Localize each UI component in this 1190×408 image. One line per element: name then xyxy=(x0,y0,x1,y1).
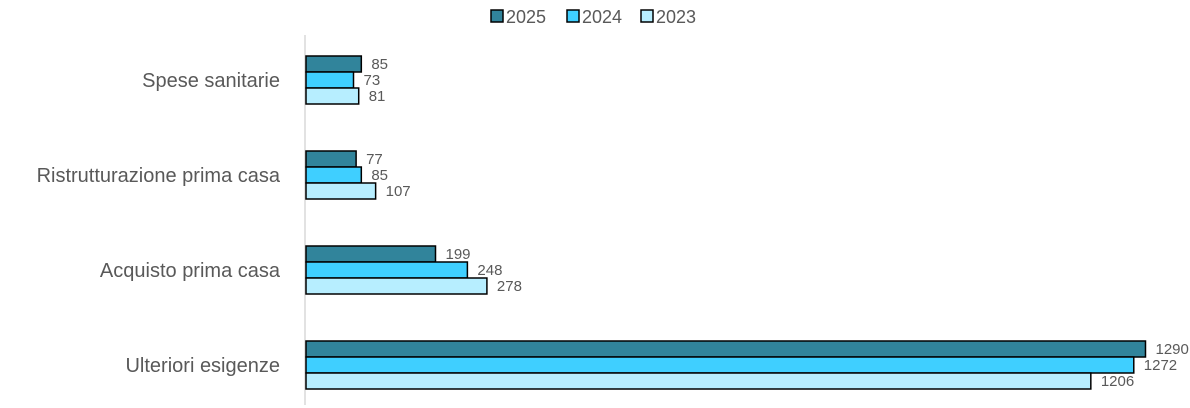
legend: 2025 2024 2023 xyxy=(491,7,696,27)
legend-swatch-2024 xyxy=(567,10,579,22)
value-label-2023: 1206 xyxy=(1101,373,1134,390)
bar-2024 xyxy=(306,357,1134,373)
value-label-2025: 77 xyxy=(366,151,383,168)
legend-label-2023: 2023 xyxy=(656,7,696,27)
category-label: Ristrutturazione prima casa xyxy=(37,165,281,187)
legend-swatch-2023 xyxy=(641,10,653,22)
bars xyxy=(306,56,1145,389)
bar-2023 xyxy=(306,183,376,199)
value-label-2023: 81 xyxy=(369,88,386,105)
value-label-2024: 248 xyxy=(477,262,502,279)
bar-2024 xyxy=(306,72,354,88)
bar-2023 xyxy=(306,373,1091,389)
value-label-2025: 1290 xyxy=(1155,341,1188,358)
value-label-2024: 85 xyxy=(371,167,388,184)
bar-2025 xyxy=(306,56,361,72)
category-label: Ulteriori esigenze xyxy=(125,355,280,377)
legend-label-2024: 2024 xyxy=(582,7,622,27)
value-label-2023: 107 xyxy=(386,183,411,200)
category-label: Acquisto prima casa xyxy=(100,260,281,282)
bar-2023 xyxy=(306,278,487,294)
bar-2025 xyxy=(306,246,436,262)
value-label-2023: 278 xyxy=(497,278,522,295)
value-label-2024: 73 xyxy=(364,72,381,89)
legend-label-2025: 2025 xyxy=(506,7,546,27)
value-label-2025: 85 xyxy=(371,56,388,73)
value-label-2025: 199 xyxy=(446,246,471,263)
legend-swatch-2025 xyxy=(491,10,503,22)
category-labels: Spese sanitarie Ristrutturazione prima ca… xyxy=(37,70,281,377)
bar-2024 xyxy=(306,167,361,183)
bar-2023 xyxy=(306,88,359,104)
bar-2025 xyxy=(306,341,1145,357)
category-label: Spese sanitarie xyxy=(142,70,280,92)
value-label-2024: 1272 xyxy=(1144,357,1177,374)
bar-2025 xyxy=(306,151,356,167)
bar-2024 xyxy=(306,262,467,278)
